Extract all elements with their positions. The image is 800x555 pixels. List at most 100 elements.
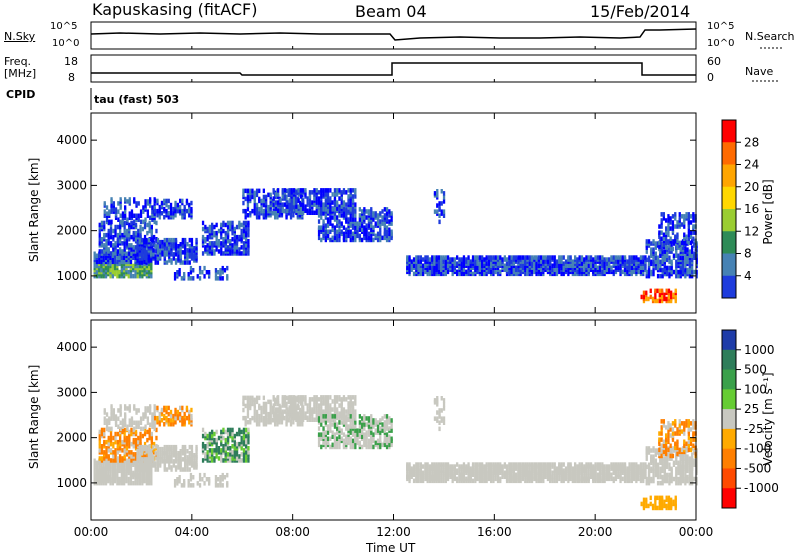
data-cell <box>168 215 170 220</box>
data-cell <box>377 420 379 425</box>
data-cell <box>263 209 265 214</box>
data-cell <box>431 462 433 467</box>
data-cell <box>225 235 227 240</box>
data-cell <box>366 209 368 214</box>
data-cell <box>147 421 149 426</box>
data-cell <box>386 432 388 437</box>
data-cell <box>391 424 393 429</box>
data-cell <box>334 196 336 201</box>
data-cell <box>263 420 265 425</box>
data-cell <box>277 395 279 400</box>
data-cell <box>388 439 390 444</box>
data-cell <box>352 188 354 193</box>
data-cell <box>149 216 151 221</box>
data-cell <box>343 236 345 241</box>
data-cell <box>112 229 114 234</box>
data-cell <box>131 209 133 214</box>
data-cell <box>126 218 128 223</box>
data-cell <box>234 239 236 244</box>
data-cell <box>650 260 652 265</box>
data-cell <box>372 418 374 423</box>
data-cell <box>334 207 336 212</box>
data-cell <box>417 462 419 467</box>
data-cell <box>254 203 256 208</box>
data-cell <box>345 211 347 216</box>
data-cell <box>141 238 143 243</box>
data-cell <box>329 445 331 450</box>
data-cell <box>117 450 119 455</box>
data-cell <box>112 471 114 476</box>
data-cell <box>124 404 126 409</box>
data-cell <box>456 270 458 275</box>
data-cell <box>277 188 279 193</box>
data-cell <box>273 188 275 193</box>
data-cell <box>388 426 390 431</box>
data-cell <box>585 255 587 259</box>
data-cell <box>679 212 681 217</box>
data-cell <box>391 211 393 216</box>
data-cell <box>570 255 572 259</box>
data-cell <box>241 452 243 457</box>
data-cell <box>368 439 370 444</box>
data-cell <box>128 274 130 279</box>
data-cell <box>345 202 347 207</box>
data-cell <box>492 255 494 259</box>
data-cell <box>291 409 293 414</box>
data-cell <box>222 428 224 433</box>
data-cell <box>188 203 190 208</box>
data-cell <box>234 235 236 240</box>
data-cell <box>186 256 188 261</box>
data-cell <box>379 232 381 237</box>
data-cell <box>626 259 628 264</box>
data-cell <box>184 244 186 249</box>
data-cell <box>673 254 675 259</box>
data-cell <box>209 448 211 453</box>
data-cell <box>114 440 116 445</box>
data-cell <box>179 205 181 210</box>
data-cell <box>241 430 243 435</box>
data-cell <box>256 203 258 208</box>
data-cell <box>693 252 695 257</box>
data-cell <box>215 272 217 277</box>
data-cell <box>332 215 334 220</box>
data-cell <box>180 457 182 462</box>
data-cell <box>263 189 265 194</box>
data-cell <box>180 250 182 255</box>
data-cell <box>124 454 126 459</box>
data-cell <box>338 403 340 408</box>
data-cell <box>327 399 329 404</box>
data-cell <box>179 199 181 204</box>
data-cell <box>441 189 443 194</box>
data-cell <box>288 399 290 404</box>
data-cell <box>668 266 670 271</box>
data-cell <box>320 200 322 205</box>
data-cell <box>622 270 624 275</box>
data-cell <box>356 428 358 433</box>
data-cell <box>222 448 224 453</box>
data-cell <box>140 421 142 426</box>
data-cell <box>238 235 240 240</box>
data-cell <box>119 270 121 275</box>
data-cell <box>229 239 231 244</box>
data-cell <box>406 462 408 467</box>
data-cell <box>284 202 286 207</box>
data-cell <box>391 428 393 433</box>
data-cell <box>189 467 191 472</box>
data-cell <box>175 258 177 263</box>
data-cell <box>662 256 664 261</box>
data-cell <box>174 213 176 218</box>
data-cell <box>677 274 679 279</box>
data-cell <box>273 409 275 414</box>
data-cell <box>329 230 331 235</box>
data-cell <box>524 272 526 277</box>
data-cell <box>688 216 690 221</box>
data-cell <box>646 239 648 244</box>
data-cell <box>588 264 590 269</box>
data-cell <box>497 255 499 259</box>
data-cell <box>151 421 153 426</box>
data-cell <box>159 254 161 259</box>
data-cell <box>318 225 320 230</box>
data-cell <box>361 209 363 214</box>
data-cell <box>652 268 654 273</box>
data-cell <box>388 209 390 214</box>
